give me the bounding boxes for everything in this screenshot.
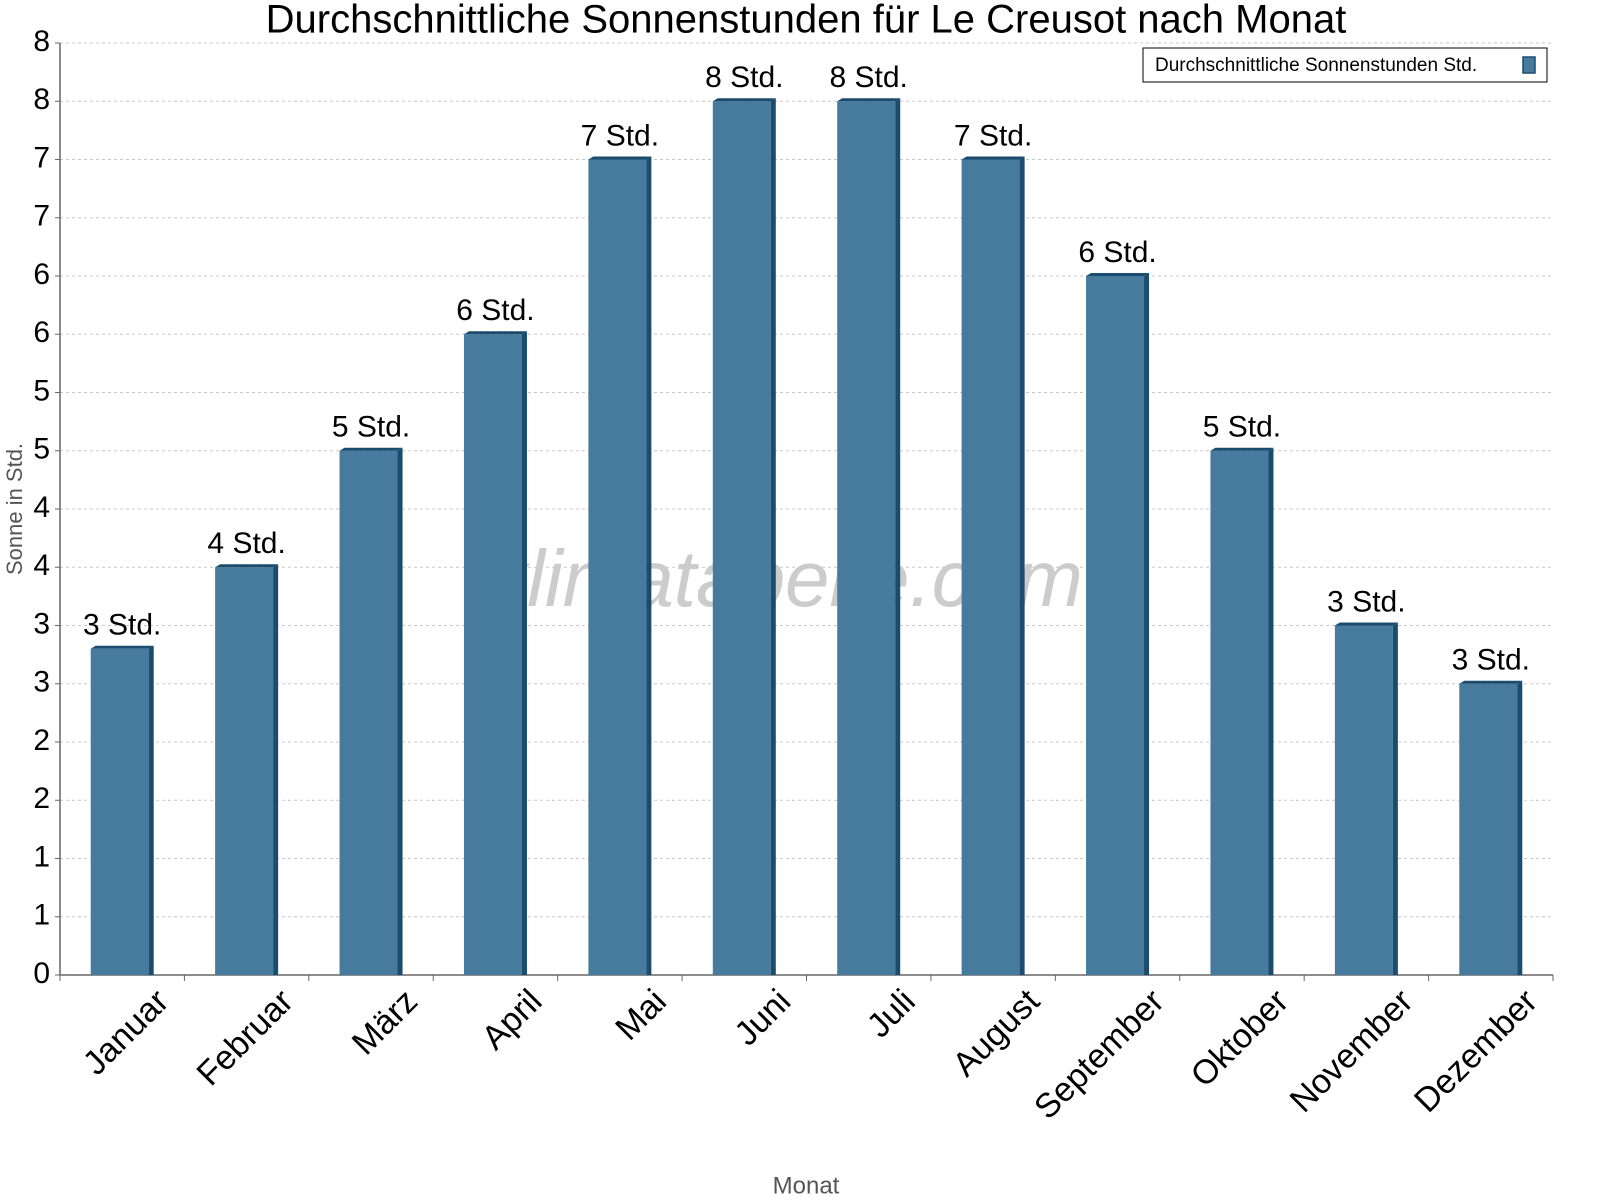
- value-label: 5 Std.: [332, 411, 410, 444]
- x-tick-label: Juli: [860, 982, 923, 1045]
- x-tick-label: September: [1027, 982, 1171, 1126]
- y-tick-label: 8: [33, 83, 50, 116]
- x-tick-label: November: [1283, 982, 1421, 1120]
- x-tick-label: Juni: [727, 982, 798, 1053]
- value-label: 8 Std.: [705, 61, 783, 94]
- bar-top: [463, 331, 527, 335]
- legend-label: Durchschnittliche Sonnenstunden Std.: [1155, 55, 1477, 76]
- x-tick-label: Mai: [608, 982, 674, 1048]
- bar-top: [1334, 622, 1398, 626]
- y-tick-label: 6: [33, 316, 50, 349]
- y-tick-label: 8: [33, 25, 50, 58]
- x-axis-title: Monat: [773, 1172, 840, 1199]
- value-label: 3 Std.: [83, 609, 161, 642]
- x-tick-label: März: [345, 982, 425, 1062]
- y-tick-label: 1: [33, 840, 50, 873]
- x-tick-label: Februar: [190, 982, 301, 1093]
- y-tick-label: 0: [33, 957, 50, 990]
- value-label: 3 Std.: [1327, 585, 1405, 618]
- bar: [339, 450, 398, 975]
- y-tick-label: 7: [33, 141, 50, 174]
- bar-top: [1210, 447, 1274, 451]
- bar: [961, 159, 1020, 975]
- value-label: 6 Std.: [456, 294, 534, 327]
- bar-top: [588, 156, 652, 160]
- x-tick-label: August: [945, 982, 1047, 1084]
- bar-side: [1517, 680, 1523, 975]
- bar-top: [712, 98, 776, 102]
- bar-side: [1268, 447, 1274, 975]
- bar: [837, 101, 896, 975]
- y-tick-label: 1: [33, 899, 50, 932]
- value-label: 4 Std.: [207, 527, 285, 560]
- y-tick-label: 5: [33, 433, 50, 466]
- legend-box: [1142, 47, 1548, 83]
- bar-top: [339, 447, 403, 451]
- y-tick-label: 4: [33, 491, 50, 524]
- bar-side: [895, 98, 901, 975]
- bar-top: [961, 156, 1025, 160]
- y-tick-label: 7: [33, 200, 50, 233]
- bar-side: [770, 98, 776, 975]
- bar-top: [90, 645, 154, 649]
- bar-side: [397, 447, 403, 975]
- value-label: 6 Std.: [1078, 236, 1156, 269]
- bar-side: [646, 156, 652, 975]
- bar: [1459, 683, 1518, 975]
- bar: [712, 101, 771, 975]
- bar-top: [1086, 273, 1150, 276]
- bar-top: [215, 564, 279, 568]
- x-tick-label: April: [474, 982, 549, 1057]
- y-tick-label: 2: [33, 724, 50, 757]
- bar-top: [837, 98, 901, 102]
- value-label: 7 Std.: [581, 119, 659, 152]
- bar-side: [1144, 273, 1150, 975]
- x-tick-label: Januar: [76, 982, 176, 1082]
- bar-side: [148, 645, 154, 975]
- y-tick-label: 3: [33, 666, 50, 699]
- x-tick-label: Oktober: [1184, 982, 1296, 1094]
- bar-side: [273, 564, 279, 975]
- y-axis-title: Sonne in Std.: [2, 443, 27, 575]
- value-label: 5 Std.: [1203, 411, 1281, 444]
- value-label: 7 Std.: [954, 119, 1032, 152]
- bar-side: [1019, 156, 1025, 975]
- bar: [215, 567, 274, 975]
- bar: [1334, 625, 1393, 975]
- bar: [90, 648, 149, 975]
- bar-side: [1392, 622, 1398, 975]
- y-tick-label: 3: [33, 607, 50, 640]
- bar: [1086, 276, 1145, 975]
- y-tick-label: 6: [33, 258, 50, 291]
- bar-top: [1459, 680, 1523, 684]
- bar-side: [521, 331, 527, 975]
- y-tick-label: 2: [33, 782, 50, 815]
- chart-title: Durchschnittliche Sonnenstunden für Le C…: [266, 0, 1347, 42]
- bar: [1210, 450, 1269, 975]
- y-tick-label: 5: [33, 374, 50, 407]
- value-label: 8 Std.: [830, 61, 908, 94]
- value-label: 3 Std.: [1452, 644, 1530, 677]
- bar: [588, 159, 647, 975]
- bar: [463, 334, 522, 975]
- y-tick-label: 4: [33, 549, 50, 582]
- legend-swatch: [1522, 56, 1536, 74]
- x-tick-label: Dezember: [1407, 982, 1545, 1120]
